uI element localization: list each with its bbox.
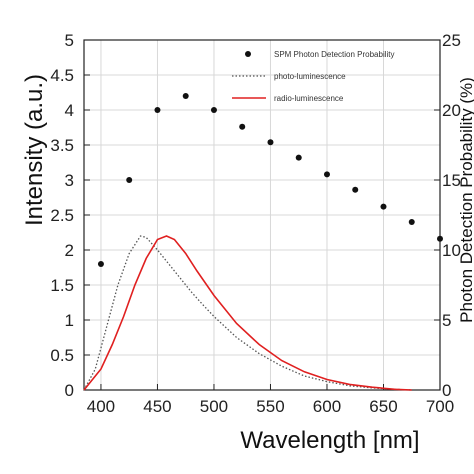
y-axis-label: Intensity (a.u.)	[21, 74, 48, 226]
y-axis-left: 0 0.5 1 1.5 2 2.5 3 3.5 4 4.5 5	[50, 31, 90, 400]
y-tick-label-6: 3	[65, 171, 74, 190]
x-axis-label: Wavelength [nm]	[240, 427, 419, 454]
legend-label-spm-photon-detection-probability: SPM Photon Detection Probability	[274, 50, 395, 59]
series-radio-luminescence	[83, 235, 412, 391]
y2-tick-label-2: 10	[442, 241, 461, 260]
line-photo-luminescence	[83, 235, 412, 391]
point-spm-photon-detection-probability-12	[437, 235, 443, 242]
point-spm-photon-detection-probability-0	[97, 261, 104, 267]
y2-tick-label-4: 20	[442, 101, 461, 120]
point-spm-photon-detection-probability-4	[210, 107, 217, 113]
point-spm-photon-detection-probability-9	[352, 186, 359, 193]
legend: SPM Photon Detection Probability photo-lu…	[232, 50, 395, 103]
series-photo-luminescence	[83, 235, 412, 391]
y-tick-label-10: 5	[65, 31, 74, 50]
y2-axis-label: Photon Detection Probability (%)	[457, 77, 474, 323]
point-spm-photon-detection-probability-5	[239, 123, 246, 130]
point-spm-photon-detection-probability-10	[380, 203, 387, 210]
point-spm-photon-detection-probability-3	[182, 93, 189, 99]
point-spm-photon-detection-probability-11	[408, 219, 415, 225]
y-tick-label-5: 2.5	[50, 206, 74, 225]
x-tick-label-4: 600	[313, 397, 341, 416]
legend-label-radio-luminescence: radio-luminescence	[274, 94, 344, 103]
point-spm-photon-detection-probability-2	[154, 107, 161, 113]
point-spm-photon-detection-probability-1	[126, 177, 133, 183]
y-tick-label-9: 4.5	[50, 66, 74, 85]
y-tick-label-0: 0	[65, 381, 74, 400]
y-tick-label-8: 4	[65, 101, 74, 120]
y-tick-label-4: 2	[65, 241, 74, 260]
point-spm-photon-detection-probability-7	[295, 154, 302, 161]
y-tick-label-3: 1.5	[50, 276, 74, 295]
x-tick-label-5: 650	[369, 397, 397, 416]
x-tick-label-3: 550	[256, 397, 284, 416]
x-tick-label-1: 450	[143, 397, 171, 416]
grid	[84, 39, 441, 391]
line-radio-luminescence	[83, 235, 412, 391]
x-tick-label-2: 500	[200, 397, 228, 416]
legend-label-photo-luminescence: photo-luminescence	[274, 72, 346, 81]
y-tick-label-7: 3.5	[50, 136, 74, 155]
x-tick-label-6: 700	[426, 397, 454, 416]
series-spm-photon-detection-probability	[97, 93, 443, 267]
series-layer	[83, 93, 443, 391]
y2-tick-label-3: 15	[442, 171, 461, 190]
x-axis: 400 450 500 550 600 650 700	[87, 384, 454, 416]
legend-marker-spm-photon-detection-probability	[245, 51, 251, 57]
y-tick-label-1: 0.5	[50, 346, 74, 365]
x-tick-label-0: 400	[87, 397, 115, 416]
point-spm-photon-detection-probability-6	[267, 139, 274, 146]
y2-tick-label-0: 0	[442, 381, 451, 400]
y-axis-right: 0 5 10 15 20 25	[434, 31, 461, 400]
point-spm-photon-detection-probability-8	[323, 171, 330, 178]
y-tick-label-2: 1	[65, 311, 74, 330]
y2-tick-label-1: 5	[442, 311, 451, 330]
y2-tick-label-5: 25	[442, 31, 461, 50]
